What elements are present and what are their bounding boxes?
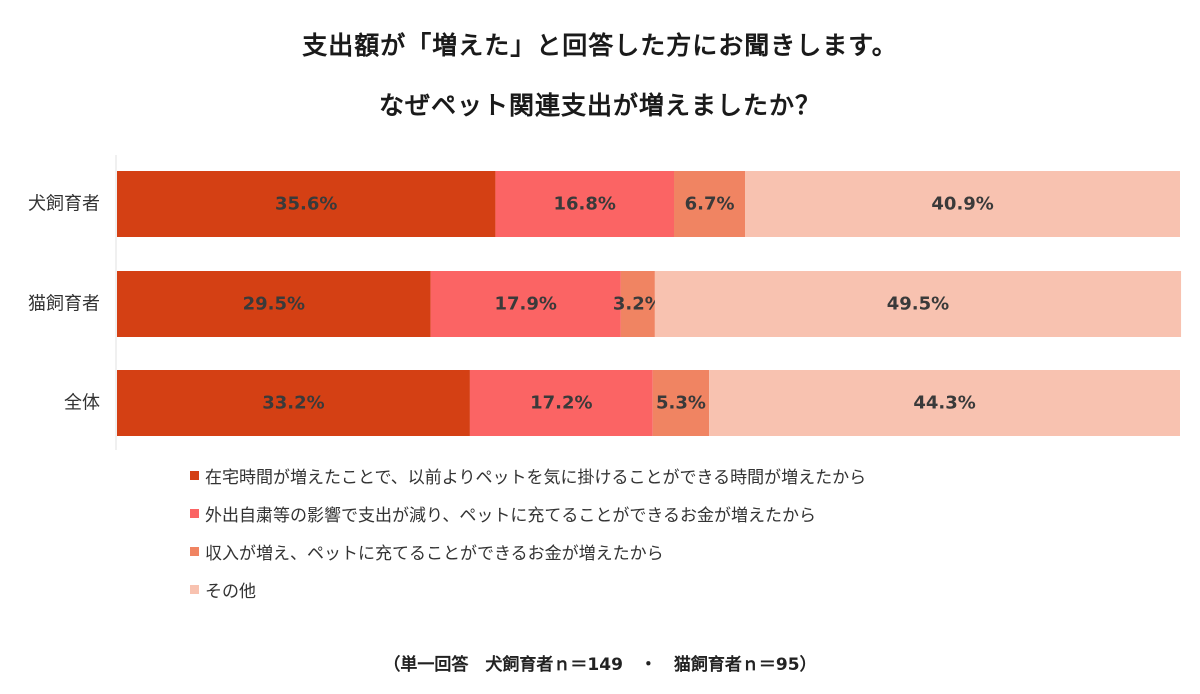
data-label: 35.6% (275, 194, 337, 215)
bar-segment (709, 370, 1180, 436)
legend-item: 外出自粛等の影響で支出が減り、ペットに充てることができるお金が増えたから (190, 494, 866, 532)
stacked-bar-chart: 犬飼育者 35.6% 16.8% 6.7% 40.9% 猫飼育者 29.5% 17.9% 3.2… (28, 155, 1182, 450)
data-label: 3.2% (613, 294, 663, 315)
legend-item: その他 (190, 570, 866, 608)
data-label: 29.5% (243, 294, 305, 315)
data-label: 44.3% (913, 393, 975, 414)
data-label: 17.9% (494, 294, 556, 315)
footnote: （単一回答 犬飼育者ｎ＝149 ・ 猫飼育者ｎ＝95） (383, 655, 817, 675)
bar-segment (117, 370, 470, 436)
bar-segment (430, 271, 621, 337)
chart-subtitle: なぜペット関連支出が増えましたか？ (378, 91, 821, 120)
category-label: 犬飼育者 (28, 194, 100, 215)
category-label: 猫飼育者 (28, 294, 100, 315)
chart-title: 支出額が「増えた」と回答した方にお聞きします。 (302, 31, 898, 60)
legend-swatch (190, 470, 199, 480)
bar-segment (469, 370, 653, 436)
data-label: 49.5% (887, 294, 949, 315)
legend-item: 在宅時間が増えたことで、以前よりペットを気に掛けることができる時間が増えたから (190, 456, 866, 494)
data-label: 17.2% (530, 393, 592, 414)
data-label: 16.8% (553, 194, 615, 215)
data-label: 5.3% (656, 393, 706, 414)
data-label: 33.2% (262, 393, 324, 414)
legend-swatch (190, 508, 199, 518)
bar-segment (654, 271, 1182, 337)
legend-label: その他 (205, 581, 256, 602)
bar-segment (674, 171, 746, 237)
legend: 在宅時間が増えたことで、以前よりペットを気に掛けることができる時間が増えたから … (190, 456, 866, 608)
category-label: 全体 (64, 393, 100, 414)
legend-label: 在宅時間が増えたことで、以前よりペットを気に掛けることができる時間が増えたから (205, 467, 867, 488)
legend-label: 外出自粛等の影響で支出が減り、ペットに充てることができるお金が増えたから (205, 505, 816, 526)
legend-item: 収入が増え、ペットに充てることができるお金が増えたから (190, 532, 866, 570)
legend-swatch (190, 584, 199, 594)
bar-segment (745, 171, 1180, 237)
bar-segment (117, 171, 496, 237)
legend-label: 収入が増え、ペットに充てることができるお金が増えたから (205, 543, 664, 564)
bar-segment (652, 370, 710, 436)
legend-swatch (190, 546, 199, 556)
data-label: 6.7% (685, 194, 735, 215)
bar-segment (495, 171, 675, 237)
data-label: 40.9% (931, 194, 993, 215)
bar-segment (117, 271, 431, 337)
bar-segment (620, 271, 655, 337)
